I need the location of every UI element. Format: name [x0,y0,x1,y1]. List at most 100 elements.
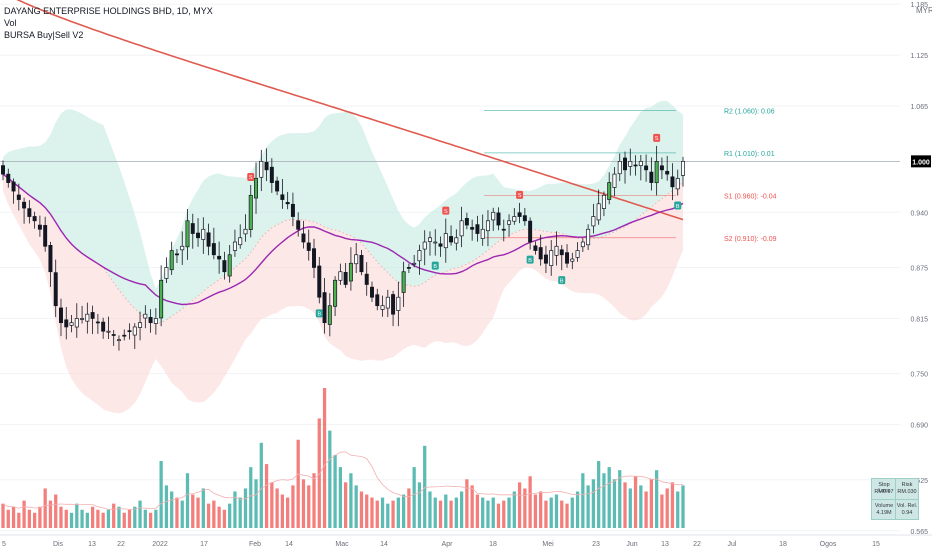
volume-bar [317,418,321,528]
candle [617,153,622,182]
candle-body [196,232,201,239]
candle [196,218,201,247]
candlesticks [1,145,685,351]
time-tick-label: 15 [872,541,880,548]
candle [1,160,5,181]
volume-bar [296,439,300,528]
volume-bar [59,506,63,528]
candle-body [659,165,664,171]
current-price-badge [911,155,931,168]
volume-bar [249,467,253,528]
symbol-title[interactable]: DAYANG ENTERPRISE HOLDINGS BHD, 1D, MYX [4,6,213,16]
volume-bar [676,491,680,528]
volume-bar [212,500,216,528]
candle-body [48,245,53,273]
candle [401,261,406,307]
signal-badge [674,201,682,210]
volume-bar [544,500,548,528]
pivot-label: R1 (1.010): 0.01 [724,151,775,158]
volume-bar [570,497,574,528]
volume-bar [27,509,31,528]
candle-body [638,160,643,167]
indicator-label[interactable]: BURSA Buy|Sell V2 [4,30,84,40]
candle [628,148,633,176]
volume-bar [618,470,622,528]
candle [538,234,543,266]
candle-body [491,211,496,221]
candle [654,145,659,196]
candle-body [417,250,422,262]
candle-body [64,319,69,328]
candle-body [43,225,48,247]
candle [217,241,222,274]
volume-bar [112,503,116,528]
candle [296,212,301,237]
candle [391,290,396,327]
price-tick-label: 0.815 [910,316,928,323]
candle-body [138,322,143,328]
candle-body [443,233,448,249]
candle [59,298,63,337]
time-tick-label: Feb [249,541,261,548]
candle-body [385,296,390,309]
price-axis[interactable]: 1.185 1.125 1.065 1.000 0.940 0.875 0.815 0.750… [900,0,932,550]
volume-bar [539,491,543,528]
time-axis[interactable]: 5 Dis 13 22 2022 17 Feb 14 Mac 14 Apr 18 Mei 23 Jun 13 2… [0,534,932,548]
stats-table: Stop Loss RM0.97 Risk RM.030 Volume 4.19… [871,478,919,520]
volume-bar [517,482,522,528]
candle-body [517,212,522,217]
candle-body [6,173,11,183]
candle-body [285,202,290,205]
candle [380,295,385,317]
candle-body [22,201,27,209]
candle [269,158,274,193]
candle-body [565,252,570,264]
volume-bar [597,461,601,528]
candle [480,214,485,246]
volume-indicator-label[interactable]: Vol [4,18,17,28]
time-tick-label: 22 [117,541,125,548]
volume-bar [549,497,553,528]
volume-bar [96,509,100,528]
band-midline [2,173,684,325]
volume-bar [133,506,137,528]
time-tick-label: Mac [335,541,349,548]
volume-bar [338,467,342,528]
sell-signal: S [442,206,450,215]
buy-signal: B [431,261,439,270]
candle [122,329,127,341]
candle [375,288,380,311]
signal-badge [558,276,566,285]
candle [16,183,21,211]
volume-bar [333,454,337,528]
volume-bar [349,473,353,528]
time-tick-label: 23 [592,541,600,548]
candle-body [69,322,74,326]
candle-body [317,265,322,298]
candle [559,245,564,271]
candle-body [533,245,538,251]
candle [396,281,401,327]
signal-text: S [518,193,522,199]
volume-bar [291,485,295,528]
buy-signal: B [674,201,682,210]
volume-bar [428,491,432,528]
volume-bar [148,512,153,528]
volume-bar [138,500,142,528]
volume-bar [6,509,10,528]
volume-bar [101,512,105,528]
candle-body [106,330,111,333]
signal-badge [526,255,534,264]
volume-bar [449,500,453,528]
stop-loss-label: Stop Loss [878,482,890,494]
candle [443,218,448,263]
candle [74,303,79,338]
signal-badge [516,190,524,199]
candle-body [370,286,374,298]
candle [132,323,137,349]
signal-badge [653,133,661,142]
time-tick-label: Jul [728,541,737,548]
candle-body [116,339,121,342]
candle [190,213,195,249]
